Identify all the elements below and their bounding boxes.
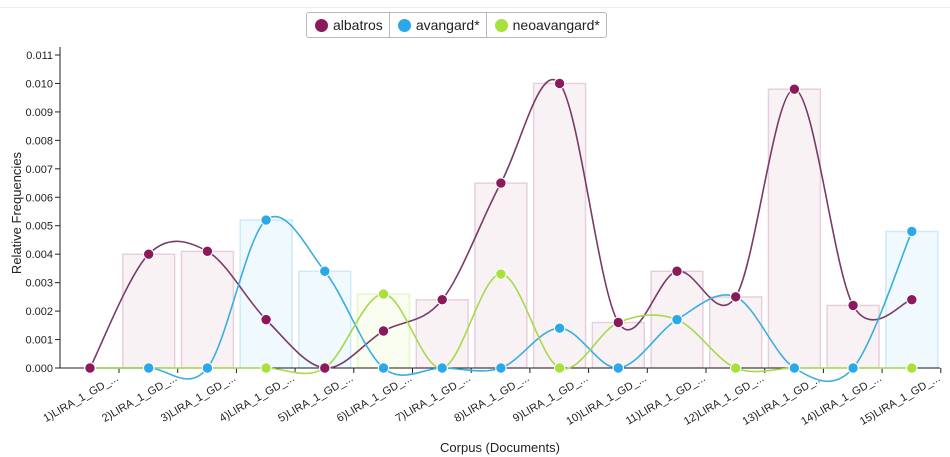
y-tick-label: 0.005	[25, 221, 53, 233]
data-point	[671, 313, 683, 326]
data-point	[906, 225, 918, 238]
data-point	[906, 362, 918, 374]
chart-legend: albatros avangard* neoavangard*	[306, 12, 607, 38]
data-point	[260, 313, 272, 326]
y-tick-label: 0.002	[25, 306, 53, 318]
y-tick-label: 0.008	[25, 135, 53, 147]
bar	[708, 296, 763, 369]
data-point	[495, 362, 507, 374]
bar	[239, 219, 293, 369]
data-point	[847, 299, 859, 312]
data-point	[201, 245, 214, 258]
data-point	[377, 288, 390, 300]
y-tick-label: 0.003	[25, 278, 53, 290]
data-point	[612, 362, 624, 374]
data-point	[495, 177, 507, 189]
y-tick-label: 0.009	[25, 107, 53, 119]
data-point	[730, 291, 742, 303]
bar	[180, 250, 235, 369]
data-point	[84, 362, 96, 374]
data-point	[730, 362, 742, 374]
data-point	[612, 316, 624, 329]
data-point	[201, 362, 214, 374]
bar	[121, 253, 176, 369]
bar	[415, 298, 469, 369]
y-tick-label: 0.006	[25, 192, 53, 204]
data-point	[319, 265, 331, 277]
y-tick-label: 0.010	[25, 78, 53, 90]
bar	[591, 321, 646, 369]
y-tick-label: 0.004	[25, 249, 53, 261]
top-divider	[0, 7, 950, 8]
data-point	[671, 265, 683, 277]
data-point	[260, 362, 272, 374]
bar	[532, 82, 587, 369]
legend-swatch-albatros-icon	[315, 18, 328, 32]
data-point	[377, 362, 390, 374]
legend-label: avangard*	[415, 17, 480, 33]
y-tick-label: 0.007	[25, 164, 53, 176]
data-point	[143, 248, 155, 260]
data-point	[436, 294, 448, 306]
data-point	[553, 322, 566, 334]
y-tick-label: 0.001	[25, 335, 53, 347]
bar	[298, 270, 352, 369]
legend-label: albatros	[333, 17, 383, 33]
legend-item-albatros[interactable]: albatros	[307, 13, 389, 37]
data-point	[436, 362, 448, 374]
data-point	[553, 362, 566, 374]
data-point	[319, 362, 331, 374]
x-axis-title: Corpus (Documents)	[440, 440, 560, 455]
data-point	[906, 294, 918, 306]
data-point	[847, 362, 859, 374]
legend-swatch-neoavangard-icon	[494, 18, 508, 32]
y-axis-title: Relative Frequencies	[9, 151, 24, 274]
data-point	[788, 83, 801, 95]
data-point	[377, 325, 390, 337]
y-tick-label: 0.000	[25, 363, 53, 375]
legend-item-neoavangard[interactable]: neoavangard*	[485, 13, 606, 37]
bars-layer	[121, 82, 939, 369]
data-point	[553, 77, 566, 90]
y-tick-label: 0.011	[26, 50, 53, 62]
legend-label: neoavangard*	[512, 17, 600, 33]
legend-swatch-avangard-icon	[397, 18, 411, 32]
data-point	[260, 214, 272, 226]
data-point	[143, 362, 155, 374]
data-point	[788, 362, 801, 374]
data-point	[495, 268, 507, 280]
series-points-layer	[84, 77, 918, 374]
legend-item-avangard[interactable]: avangard*	[388, 13, 486, 37]
